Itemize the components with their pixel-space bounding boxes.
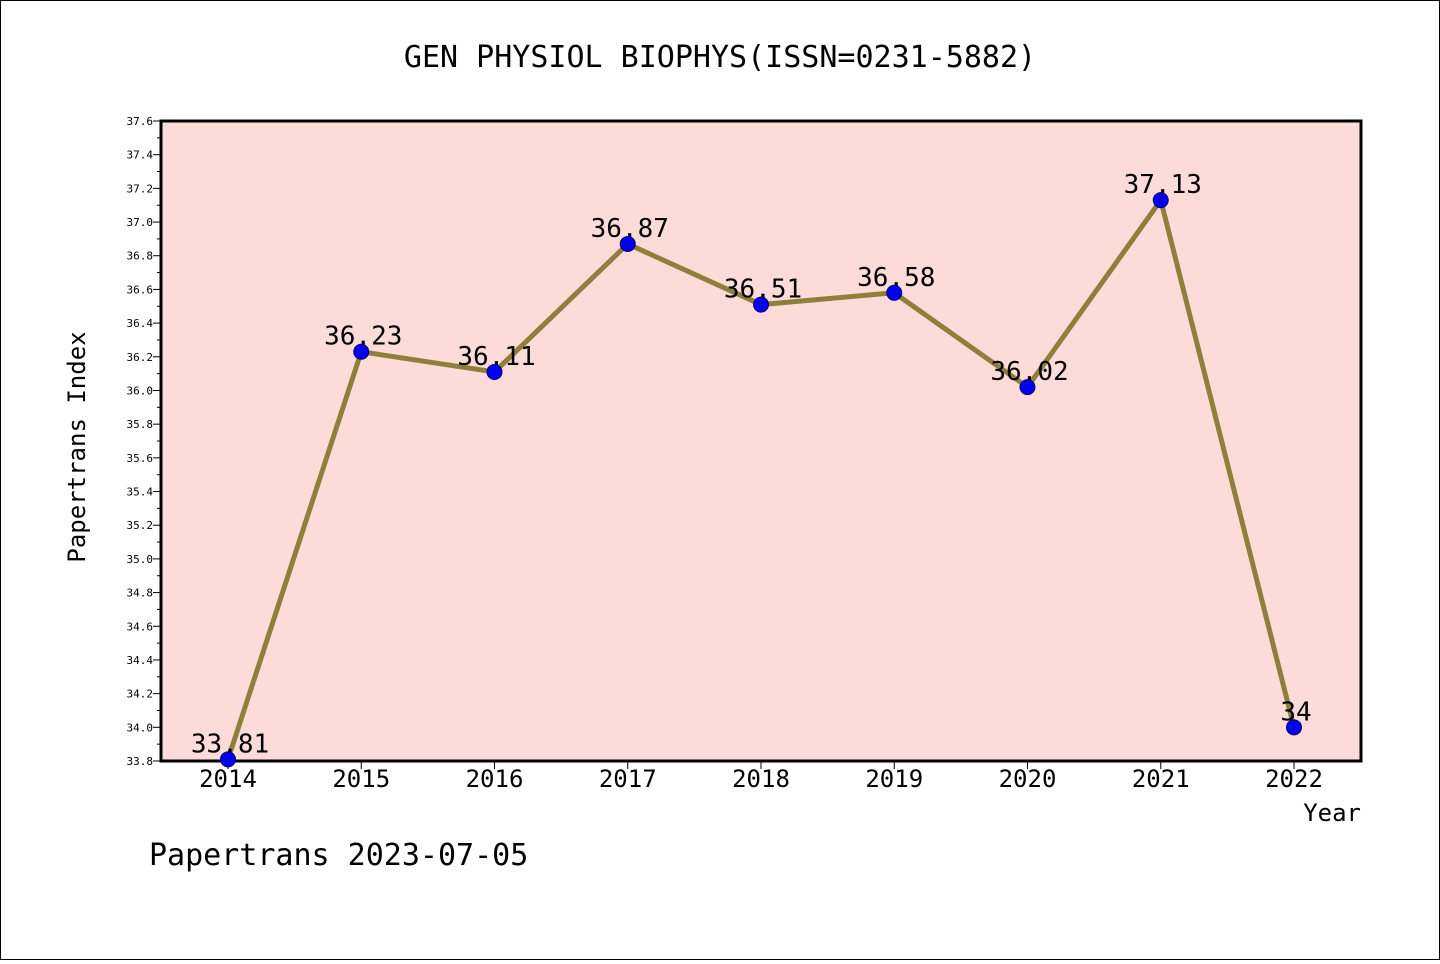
data-label: 36.87 bbox=[591, 214, 669, 244]
series-points bbox=[220, 192, 1302, 768]
x-tick-label: 2020 bbox=[999, 765, 1057, 793]
y-tick-label: 36.4 bbox=[127, 317, 154, 330]
y-tick-label: 37.6 bbox=[127, 115, 154, 128]
footer-note: Papertrans 2023-07-05 bbox=[149, 838, 528, 873]
y-tick-label: 36.8 bbox=[127, 250, 154, 263]
y-tick-label: 34.2 bbox=[127, 688, 154, 701]
y-tick-label: 35.2 bbox=[127, 519, 154, 532]
x-axis-label: Year bbox=[1303, 799, 1361, 827]
x-tick-label: 2015 bbox=[332, 765, 390, 793]
y-axis: 33.8 34.0 34.2 34.4 34.6 34.8 35.0 35.2 35.4 35.6… bbox=[127, 115, 161, 768]
x-tick-label: 2018 bbox=[732, 765, 790, 793]
data-label: 34 bbox=[1280, 697, 1311, 727]
data-label: 36.23 bbox=[324, 322, 402, 352]
data-label: 36.58 bbox=[857, 263, 935, 293]
data-label: 36.11 bbox=[457, 342, 535, 372]
y-tick-label: 33.8 bbox=[127, 755, 154, 768]
y-tick-label: 36.6 bbox=[127, 283, 154, 296]
data-label: 37.13 bbox=[1124, 170, 1202, 200]
y-tick-label: 34.8 bbox=[127, 587, 154, 600]
y-tick-label: 35.4 bbox=[127, 486, 154, 499]
y-tick-label: 35.0 bbox=[127, 553, 154, 566]
y-tick-label: 37.4 bbox=[127, 149, 154, 162]
data-point bbox=[1152, 192, 1169, 209]
x-axis: 2014 2015 2016 2017 2018 2019 2020 2021 2022 bbox=[199, 761, 1323, 793]
data-label: 36.51 bbox=[724, 275, 802, 305]
data-labels: 33.81 36.23 36.11 36.87 36.51 36.58 36.02 37.13… bbox=[191, 170, 1312, 759]
plot-area bbox=[159, 119, 1363, 763]
x-tick-label: 2014 bbox=[199, 765, 257, 793]
y-tick-label: 34.6 bbox=[127, 620, 154, 633]
data-point bbox=[220, 751, 236, 768]
chart-title: GEN PHYSIOL BIOPHYS(ISSN=0231-5882) bbox=[404, 40, 1036, 75]
y-tick-label: 36.2 bbox=[127, 351, 154, 364]
data-point bbox=[619, 235, 636, 252]
y-tick-label: 37.2 bbox=[127, 182, 154, 195]
y-axis-label: Papertrans Index bbox=[63, 331, 91, 562]
data-point bbox=[486, 363, 503, 380]
y-tick-label: 35.6 bbox=[127, 452, 154, 465]
data-point bbox=[1019, 379, 1036, 396]
x-tick-label: 2022 bbox=[1265, 765, 1323, 793]
y-tick-label: 35.8 bbox=[127, 418, 154, 431]
y-tick-label: 34.4 bbox=[127, 654, 154, 667]
x-tick-label: 2016 bbox=[466, 765, 524, 793]
x-tick-label: 2021 bbox=[1132, 765, 1190, 793]
y-tick-label: 34.0 bbox=[127, 721, 154, 734]
data-point bbox=[1286, 719, 1302, 736]
data-point bbox=[886, 284, 903, 301]
data-label: 36.02 bbox=[990, 357, 1068, 387]
y-tick-label: 36.0 bbox=[127, 384, 154, 397]
data-point bbox=[753, 296, 769, 313]
x-tick-label: 2019 bbox=[865, 765, 923, 793]
data-label: 33.81 bbox=[191, 729, 269, 759]
x-tick-label: 2017 bbox=[599, 765, 657, 793]
data-point bbox=[353, 343, 370, 360]
y-tick-label: 37.0 bbox=[127, 216, 154, 229]
